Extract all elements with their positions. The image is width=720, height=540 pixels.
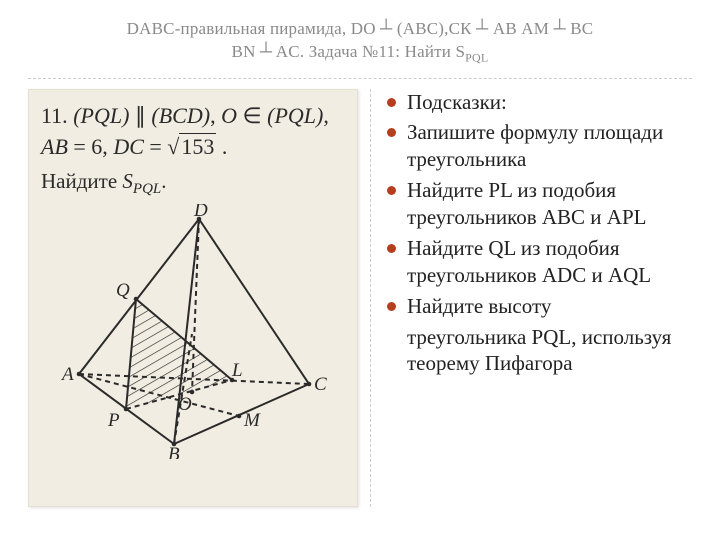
- cond-dc: DC: [113, 134, 144, 159]
- left-column: 11. (PQL) ∥ (BCD), O ∈ (PQL), AB = 6, DC…: [28, 89, 358, 507]
- hint-item: Найдите QL из подобия треугольников ADC …: [385, 235, 692, 289]
- pyramid-svg: D Q A L C O M P B: [44, 204, 344, 459]
- cond-bcd: (BCD): [151, 103, 210, 128]
- cond-O: O: [221, 103, 237, 128]
- label-O: O: [178, 394, 192, 415]
- title-line2-b: AC. Задача №11: Найти S: [276, 42, 465, 61]
- label-P: P: [107, 410, 120, 431]
- find-line: Найдите SPQL.: [41, 169, 347, 198]
- hint-text: Найдите QL из подобия треугольников ADC …: [407, 236, 651, 287]
- hint-text: Найдите PL из подобия треугольников АВС …: [407, 178, 646, 229]
- hint-item: Подсказки:: [385, 89, 692, 116]
- find-label: Найдите: [41, 169, 122, 193]
- cond-pql2: (PQL): [267, 103, 323, 128]
- hint-text: Подсказки:: [407, 90, 507, 114]
- period: .: [216, 134, 227, 159]
- slide: DABC-правильная пирамида, DO ┴ (АВС),СК …: [0, 0, 720, 540]
- perp-icon: ┴: [380, 19, 392, 38]
- content-row: 11. (PQL) ∥ (BCD), O ∈ (PQL), AB = 6, DC…: [28, 89, 692, 507]
- label-L: L: [231, 360, 243, 381]
- problem-scan: 11. (PQL) ∥ (BCD), O ∈ (PQL), AB = 6, DC…: [28, 89, 358, 507]
- hint-item: Найдите PL из подобия треугольников АВС …: [385, 177, 692, 231]
- label-A: A: [60, 364, 74, 385]
- eq: =: [144, 134, 167, 159]
- label-D: D: [193, 204, 208, 221]
- hint-tail: треугольника PQL, используя теорему Пифа…: [385, 324, 692, 378]
- hint-text: Найдите высоту: [407, 294, 551, 318]
- title-line1-c: АВ АМ: [493, 19, 549, 38]
- title-sub: PQL: [465, 50, 488, 64]
- sqrt-val: 153: [179, 133, 216, 159]
- perp-icon: ┴: [554, 19, 566, 38]
- horizontal-divider: [28, 78, 692, 79]
- hint-item: Найдите высоту: [385, 293, 692, 320]
- problem-number: 11.: [41, 103, 68, 128]
- perp-icon: ┴: [476, 19, 488, 38]
- pyramid-figure: D Q A L C O M P B: [41, 204, 347, 464]
- comma2: ,: [323, 103, 329, 128]
- title-line2-a: BN: [232, 42, 256, 61]
- right-column: Подсказки: Запишите формулу площади треу…: [385, 89, 692, 507]
- eq6: = 6,: [68, 134, 113, 159]
- find-sub: PQL: [133, 181, 161, 197]
- hint-text: Запишите формулу площади треугольника: [407, 120, 663, 171]
- label-C: C: [314, 374, 327, 395]
- title-line1-b: (АВС),СК: [397, 19, 472, 38]
- element-icon: ∈: [237, 103, 267, 128]
- cond-ab: AB: [41, 134, 68, 159]
- find-period: .: [161, 169, 166, 193]
- hint-tail-text: треугольника PQL, используя теорему Пифа…: [407, 325, 671, 376]
- sqrt: √153: [167, 131, 216, 163]
- slide-title: DABC-правильная пирамида, DO ┴ (АВС),СК …: [28, 18, 692, 66]
- title-line1-a: DABC-правильная пирамида, DO: [127, 19, 376, 38]
- find-S: S: [122, 169, 133, 193]
- hint-item: Запишите формулу площади треугольника: [385, 119, 692, 173]
- label-Q: Q: [116, 280, 130, 301]
- problem-text: 11. (PQL) ∥ (BCD), O ∈ (PQL), AB = 6, DC…: [41, 100, 347, 164]
- vertical-divider: [370, 89, 371, 507]
- cond-pql: (PQL): [73, 103, 129, 128]
- hints-list: Подсказки: Запишите формулу площади треу…: [385, 89, 692, 378]
- comma: ,: [210, 103, 221, 128]
- label-M: M: [243, 410, 261, 431]
- parallel-icon: ∥: [129, 103, 151, 128]
- label-B: B: [168, 444, 180, 459]
- title-line1-d: ВС: [570, 19, 593, 38]
- perp-icon: ┴: [260, 42, 272, 61]
